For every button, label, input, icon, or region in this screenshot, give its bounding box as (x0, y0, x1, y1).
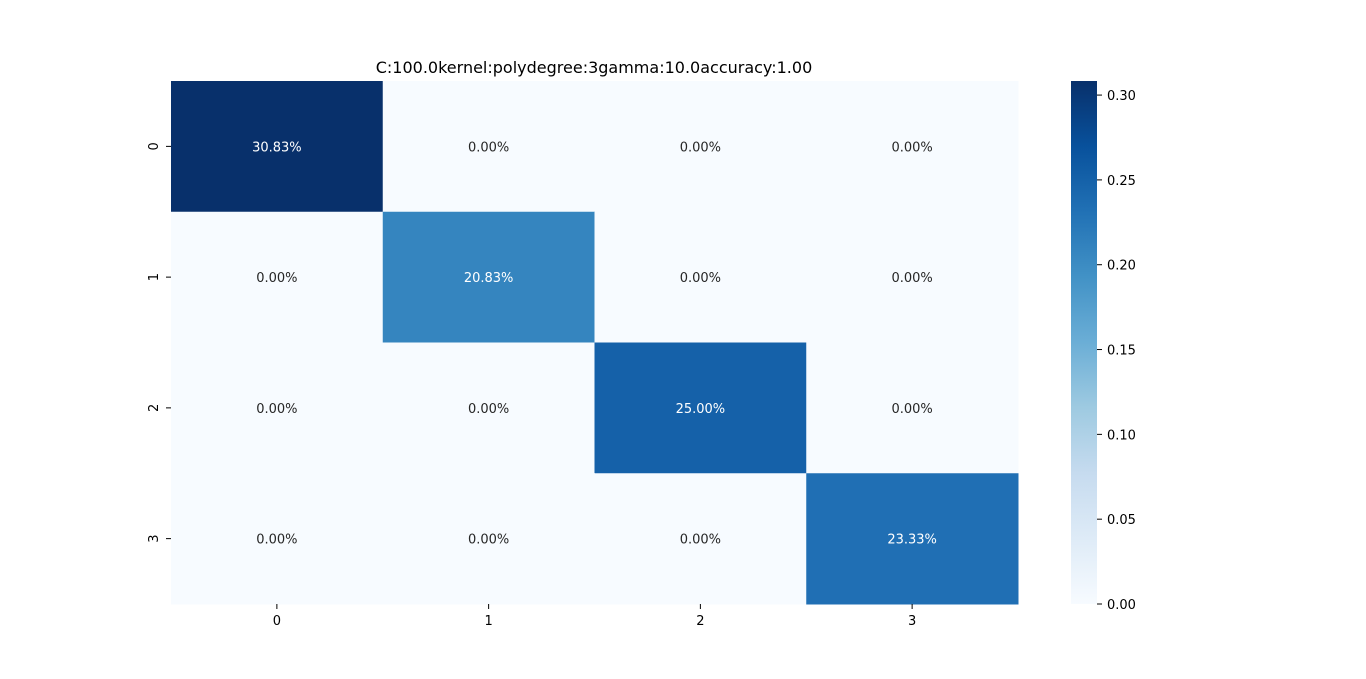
heatmap-cell (806, 473, 1019, 605)
colorbar-gradient (1071, 81, 1097, 604)
heatmap-cell (382, 342, 595, 474)
y-tick-label: 2 (147, 404, 162, 412)
heatmap-cell (806, 342, 1019, 474)
x-tick-label: 3 (908, 614, 916, 629)
cell-annotation: 30.83% (252, 140, 302, 155)
heatmap-cell (594, 342, 807, 474)
colorbar-tick-label: 0.15 (1107, 344, 1136, 359)
colorbar-tick-label: 0.05 (1107, 513, 1136, 528)
cell-annotation: 0.00% (680, 271, 721, 286)
x-tick-label: 2 (696, 614, 704, 629)
y-tick-label: 1 (147, 273, 162, 281)
cell-annotation: 0.00% (891, 140, 932, 155)
cell-annotation: 0.00% (468, 140, 509, 155)
heatmap-cell (382, 473, 595, 605)
cell-annotation: 23.33% (887, 533, 937, 548)
x-axis: 0 1 2 3 (273, 604, 916, 629)
y-axis: 0 1 2 3 (147, 142, 171, 543)
heatmap-cell (594, 211, 807, 343)
colorbar-tick-label: 0.10 (1107, 428, 1136, 443)
cell-annotation: 0.00% (256, 271, 297, 286)
heatmap-cell (171, 211, 384, 343)
colorbar-tick-label: 0.20 (1107, 259, 1136, 274)
cell-annotation: 20.83% (464, 271, 514, 286)
y-tick-label: 3 (147, 534, 162, 542)
heatmap-cell (382, 81, 595, 213)
cell-annotation: 0.00% (468, 402, 509, 417)
heatmap-cell (171, 473, 384, 605)
colorbar-tick-label: 0.30 (1107, 89, 1136, 104)
heatmap-cell (806, 81, 1019, 213)
cell-annotation: 0.00% (680, 140, 721, 155)
cell-annotation: 0.00% (891, 271, 932, 286)
heatmap-cell (806, 211, 1019, 343)
heatmap-grid (171, 81, 1019, 605)
heatmap-cell (171, 342, 384, 474)
colorbar-tick-label: 0.25 (1107, 174, 1136, 189)
cell-annotation: 0.00% (891, 402, 932, 417)
x-tick-label: 0 (273, 614, 281, 629)
cell-annotation: 0.00% (468, 533, 509, 548)
colorbar-ticks: 0.00 0.05 0.10 0.15 0.20 0.25 0.30 (1097, 89, 1136, 613)
cell-annotation: 25.00% (676, 402, 726, 417)
heatmap-cell (594, 473, 807, 605)
heatmap-cell (594, 81, 807, 213)
heatmap-cell (171, 81, 384, 213)
colorbar: 0.00 0.05 0.10 0.15 0.20 0.25 0.30 (1071, 81, 1136, 613)
chart-title: C:100.0kernel:polydegree:3gamma:10.0accu… (376, 58, 813, 77)
heatmap-cell (382, 211, 595, 343)
y-tick-label: 0 (147, 142, 162, 150)
cell-annotation: 0.00% (680, 533, 721, 548)
cell-annotation: 0.00% (256, 402, 297, 417)
colorbar-tick-label: 0.00 (1107, 598, 1136, 613)
cell-annotation: 0.00% (256, 533, 297, 548)
x-tick-label: 1 (484, 614, 492, 629)
cell-annotations: 30.83% 0.00% 0.00% 0.00% 0.00% 20.83% 0.00% 0.0… (252, 140, 937, 547)
